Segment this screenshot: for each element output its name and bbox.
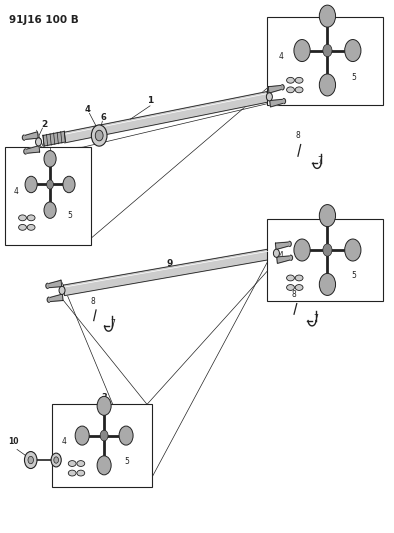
Text: 3: 3 bbox=[325, 6, 330, 14]
Polygon shape bbox=[49, 294, 63, 302]
Circle shape bbox=[100, 430, 108, 441]
Circle shape bbox=[319, 5, 336, 27]
Circle shape bbox=[319, 205, 336, 227]
Circle shape bbox=[24, 451, 37, 469]
Text: 1: 1 bbox=[147, 96, 153, 105]
Polygon shape bbox=[290, 255, 293, 261]
Text: 4: 4 bbox=[279, 52, 284, 61]
Text: 3: 3 bbox=[101, 393, 107, 402]
Circle shape bbox=[28, 456, 33, 464]
Text: 91J16 100 B: 91J16 100 B bbox=[9, 14, 79, 25]
Text: 7: 7 bbox=[110, 319, 115, 328]
Polygon shape bbox=[282, 85, 284, 90]
Text: 3: 3 bbox=[47, 135, 53, 144]
Circle shape bbox=[54, 457, 58, 463]
Text: 8: 8 bbox=[291, 290, 296, 299]
Circle shape bbox=[294, 239, 310, 261]
Text: 2: 2 bbox=[41, 120, 48, 129]
Circle shape bbox=[273, 249, 279, 257]
Text: 3: 3 bbox=[325, 207, 330, 216]
Circle shape bbox=[44, 202, 56, 219]
Bar bbox=[268, 219, 383, 301]
Circle shape bbox=[119, 426, 133, 445]
Text: 5: 5 bbox=[67, 211, 72, 220]
Circle shape bbox=[345, 239, 361, 261]
Text: 5: 5 bbox=[125, 457, 130, 465]
Polygon shape bbox=[283, 99, 286, 104]
Text: 5: 5 bbox=[351, 73, 357, 82]
Circle shape bbox=[75, 426, 89, 445]
Bar bbox=[268, 17, 383, 105]
Polygon shape bbox=[277, 256, 291, 263]
Circle shape bbox=[97, 456, 111, 475]
Text: 6: 6 bbox=[100, 112, 106, 122]
Ellipse shape bbox=[19, 215, 26, 221]
Polygon shape bbox=[268, 85, 282, 93]
Ellipse shape bbox=[77, 470, 85, 476]
Polygon shape bbox=[289, 241, 291, 247]
Circle shape bbox=[97, 397, 111, 415]
Circle shape bbox=[25, 176, 37, 193]
Circle shape bbox=[345, 39, 361, 61]
Ellipse shape bbox=[68, 470, 76, 476]
Circle shape bbox=[44, 151, 56, 167]
Polygon shape bbox=[47, 297, 49, 302]
Bar bbox=[52, 405, 152, 487]
Polygon shape bbox=[46, 283, 48, 288]
Text: 7: 7 bbox=[318, 156, 322, 165]
Text: 8: 8 bbox=[90, 297, 95, 305]
Circle shape bbox=[319, 273, 336, 295]
Polygon shape bbox=[24, 132, 38, 140]
Ellipse shape bbox=[27, 224, 35, 230]
Polygon shape bbox=[24, 149, 26, 154]
Ellipse shape bbox=[68, 461, 76, 466]
Ellipse shape bbox=[77, 461, 85, 466]
Polygon shape bbox=[22, 135, 24, 140]
Text: 4: 4 bbox=[62, 437, 67, 446]
Circle shape bbox=[323, 44, 332, 56]
Ellipse shape bbox=[295, 275, 303, 281]
Text: 4: 4 bbox=[85, 104, 90, 114]
Circle shape bbox=[59, 286, 65, 294]
Circle shape bbox=[51, 453, 61, 467]
Circle shape bbox=[46, 180, 54, 189]
Ellipse shape bbox=[295, 87, 303, 93]
Text: 8: 8 bbox=[295, 131, 300, 140]
Text: 4: 4 bbox=[13, 187, 18, 196]
Polygon shape bbox=[26, 146, 40, 154]
Text: 7: 7 bbox=[313, 313, 318, 322]
Text: 9: 9 bbox=[166, 259, 173, 268]
Ellipse shape bbox=[295, 285, 303, 290]
Polygon shape bbox=[48, 280, 62, 288]
Text: 10: 10 bbox=[8, 437, 19, 446]
Text: 5: 5 bbox=[351, 271, 357, 280]
Polygon shape bbox=[270, 99, 284, 107]
Text: 4: 4 bbox=[279, 251, 284, 260]
Ellipse shape bbox=[286, 87, 294, 93]
Polygon shape bbox=[275, 242, 290, 249]
Polygon shape bbox=[43, 132, 65, 146]
Circle shape bbox=[63, 176, 75, 193]
Ellipse shape bbox=[295, 77, 303, 83]
Circle shape bbox=[35, 138, 42, 146]
Ellipse shape bbox=[27, 215, 35, 221]
Ellipse shape bbox=[19, 224, 26, 230]
Circle shape bbox=[319, 74, 336, 96]
Circle shape bbox=[95, 130, 103, 141]
Circle shape bbox=[323, 244, 332, 256]
Ellipse shape bbox=[286, 77, 294, 83]
Circle shape bbox=[294, 39, 310, 61]
Polygon shape bbox=[63, 92, 268, 143]
Ellipse shape bbox=[286, 285, 294, 290]
Bar bbox=[5, 147, 91, 245]
Ellipse shape bbox=[286, 275, 294, 281]
Circle shape bbox=[91, 125, 107, 146]
Circle shape bbox=[266, 93, 272, 101]
Polygon shape bbox=[63, 248, 276, 296]
